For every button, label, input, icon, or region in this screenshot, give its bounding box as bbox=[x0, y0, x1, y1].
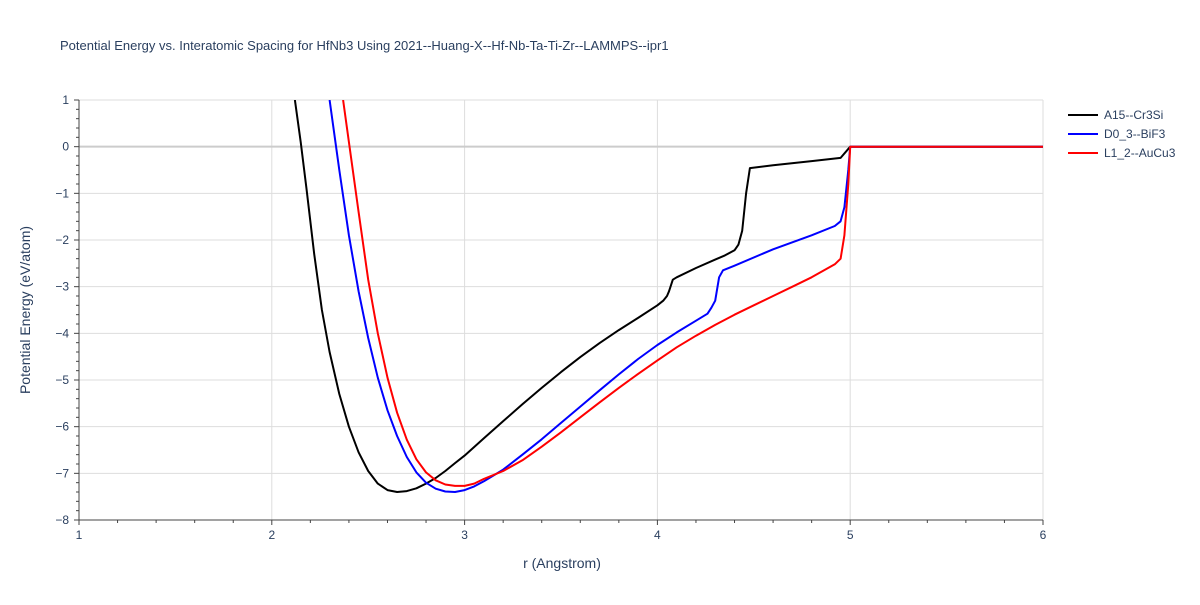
legend-item[interactable]: D0_3--BiF3 bbox=[1068, 127, 1166, 141]
x-tick-label: 4 bbox=[654, 528, 661, 542]
x-tick-label: 3 bbox=[461, 528, 468, 542]
axis-layer: 1 2 3 4 5 6 1 0 −1 −2 −3 −4 −5 −6 −7 −8 bbox=[55, 93, 1046, 542]
y-tick-label: −2 bbox=[55, 233, 69, 247]
series-line-d0-3-bif3 bbox=[328, 100, 1043, 493]
series-layer bbox=[293, 100, 1043, 493]
series-line-l1-2-aucu3 bbox=[342, 100, 1043, 487]
y-tick-label: −4 bbox=[55, 326, 69, 340]
y-tick-label: −8 bbox=[55, 513, 69, 527]
legend-label: L1_2--AuCu3 bbox=[1104, 146, 1176, 160]
x-tick-label: 5 bbox=[847, 528, 854, 542]
legend[interactable]: A15--Cr3Si D0_3--BiF3 L1_2--AuCu3 bbox=[1068, 108, 1176, 160]
y-tick-label: 1 bbox=[62, 93, 69, 107]
y-tick-label: −1 bbox=[55, 186, 69, 200]
x-tick-label: 2 bbox=[268, 528, 275, 542]
y-tick-label: −6 bbox=[55, 420, 69, 434]
y-tick-label: −3 bbox=[55, 280, 69, 294]
y-tick-label: 0 bbox=[62, 140, 69, 154]
y-tick-label: −7 bbox=[55, 466, 69, 480]
y-axis-title: Potential Energy (eV/atom) bbox=[17, 226, 33, 394]
legend-item[interactable]: L1_2--AuCu3 bbox=[1068, 146, 1176, 160]
legend-label: A15--Cr3Si bbox=[1104, 108, 1163, 122]
x-tick-label: 1 bbox=[76, 528, 83, 542]
series-line-a15-cr3si bbox=[293, 100, 1043, 493]
legend-item[interactable]: A15--Cr3Si bbox=[1068, 108, 1163, 122]
x-tick-label: 6 bbox=[1040, 528, 1047, 542]
legend-label: D0_3--BiF3 bbox=[1104, 127, 1166, 141]
x-axis-title: r (Angstrom) bbox=[523, 555, 601, 571]
chart-title: Potential Energy vs. Interatomic Spacing… bbox=[60, 38, 669, 53]
y-tick-label: −5 bbox=[55, 373, 69, 387]
